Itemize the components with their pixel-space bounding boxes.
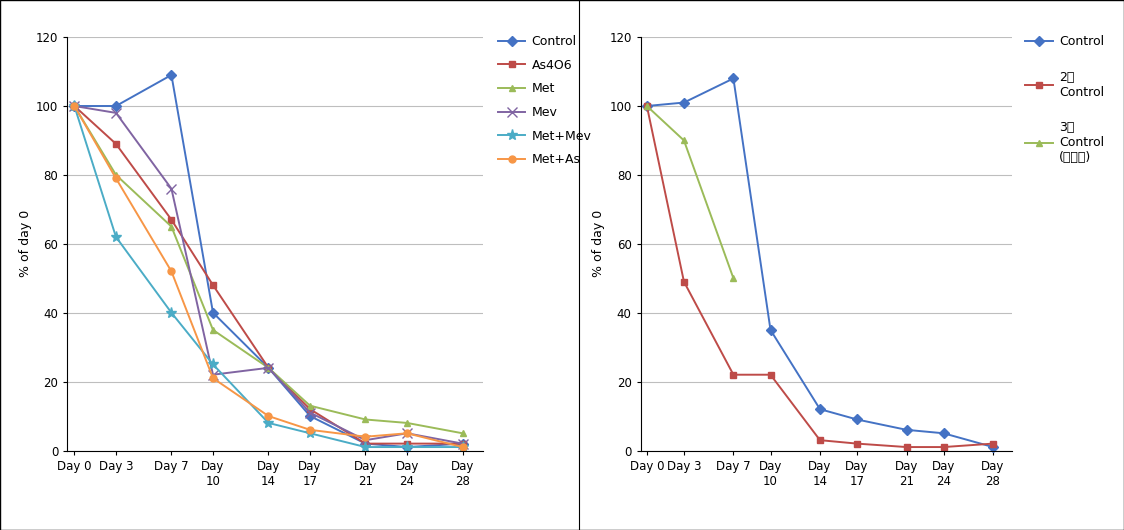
2자
Control xyxy=(813,437,826,443)
As4O6 xyxy=(164,216,178,223)
Control xyxy=(359,440,372,447)
Control xyxy=(303,413,317,419)
Met xyxy=(206,326,219,333)
Mev xyxy=(400,430,414,437)
As4O6 xyxy=(206,282,219,288)
Met+Mev xyxy=(455,444,469,450)
Control xyxy=(986,444,999,450)
As4O6 xyxy=(303,406,317,412)
Met+As xyxy=(400,430,414,437)
Control xyxy=(850,417,863,423)
3자
Control
(코아텍) xyxy=(726,275,740,281)
Legend: Control, As4O6, Met, Mev, Met+Mev, Met+As: Control, As4O6, Met, Mev, Met+Mev, Met+A… xyxy=(498,35,591,166)
Met xyxy=(455,430,469,437)
Met xyxy=(164,224,178,230)
Mev xyxy=(262,365,275,371)
Met xyxy=(67,103,81,109)
2자
Control xyxy=(936,444,950,450)
Control xyxy=(67,103,81,109)
Line: Mev: Mev xyxy=(70,101,468,448)
Met+Mev xyxy=(206,361,219,368)
Line: 3자
Control
(코아텍): 3자 Control (코아텍) xyxy=(643,102,737,282)
Line: Met+As: Met+As xyxy=(71,102,466,451)
Control xyxy=(400,444,414,450)
Mev xyxy=(109,110,123,116)
2자
Control xyxy=(763,372,777,378)
Line: Met+Mev: Met+Mev xyxy=(69,101,468,453)
3자
Control
(코아텍) xyxy=(640,103,653,109)
Line: 2자
Control: 2자 Control xyxy=(643,102,997,451)
Met+Mev xyxy=(164,310,178,316)
Control xyxy=(109,103,123,109)
As4O6 xyxy=(400,440,414,447)
Met xyxy=(262,365,275,371)
Met+As xyxy=(455,444,469,450)
As4O6 xyxy=(67,103,81,109)
Met xyxy=(109,172,123,178)
2자
Control xyxy=(677,279,690,285)
Met+Mev xyxy=(400,444,414,450)
As4O6 xyxy=(262,365,275,371)
Line: Met: Met xyxy=(71,102,466,437)
2자
Control xyxy=(986,440,999,447)
Met+As xyxy=(109,175,123,181)
Met xyxy=(303,403,317,409)
2자
Control xyxy=(726,372,740,378)
Y-axis label: % of day 0: % of day 0 xyxy=(19,210,31,277)
Control xyxy=(206,310,219,316)
Y-axis label: % of day 0: % of day 0 xyxy=(592,210,605,277)
Line: Control: Control xyxy=(71,72,466,450)
2자
Control xyxy=(850,440,863,447)
Met+As xyxy=(303,427,317,433)
Control xyxy=(763,326,777,333)
Met xyxy=(400,420,414,426)
Line: As4O6: As4O6 xyxy=(71,102,466,447)
2자
Control xyxy=(640,103,653,109)
Met+As xyxy=(164,268,178,275)
Met+As xyxy=(67,103,81,109)
Met+Mev xyxy=(359,444,372,450)
Control xyxy=(677,99,690,105)
Mev xyxy=(67,103,81,109)
Mev xyxy=(359,437,372,443)
Met+Mev xyxy=(303,430,317,437)
Control xyxy=(640,103,653,109)
3자
Control
(코아텍) xyxy=(677,137,690,144)
Met+Mev xyxy=(67,103,81,109)
Control xyxy=(726,75,740,82)
Line: Control: Control xyxy=(643,75,997,450)
Met+Mev xyxy=(109,234,123,240)
Mev xyxy=(164,186,178,192)
Met+As xyxy=(206,375,219,382)
Control xyxy=(164,72,178,78)
Mev xyxy=(303,409,317,416)
Control xyxy=(262,365,275,371)
Control xyxy=(899,427,913,433)
Met+As xyxy=(262,413,275,419)
As4O6 xyxy=(455,440,469,447)
As4O6 xyxy=(359,440,372,447)
Control xyxy=(813,406,826,412)
Legend: Control, 2자
Control, 3자
Control
(코아텍): Control, 2자 Control, 3자 Control (코아텍) xyxy=(1025,35,1104,164)
Control xyxy=(936,430,950,437)
Met+Mev xyxy=(262,420,275,426)
Met xyxy=(359,417,372,423)
Mev xyxy=(206,372,219,378)
Mev xyxy=(455,440,469,447)
As4O6 xyxy=(109,140,123,147)
Met+As xyxy=(359,434,372,440)
2자
Control xyxy=(899,444,913,450)
Control xyxy=(455,440,469,447)
